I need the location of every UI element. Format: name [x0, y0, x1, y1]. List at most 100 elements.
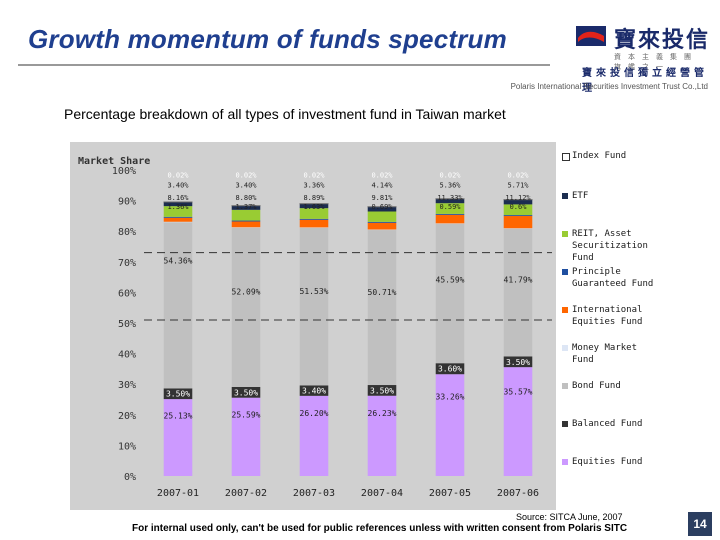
- company-name: Polaris International Securities Investm…: [510, 82, 708, 91]
- legend-label: Bond Fund: [572, 381, 621, 391]
- data-label: 3.36%: [303, 182, 325, 190]
- x-tick-label: 2007-05: [429, 488, 471, 499]
- y-tick-label: 90%: [118, 197, 136, 208]
- y-tick-label: 30%: [118, 380, 136, 391]
- stacked-bar-chart: Market Share 0% 10% 20% 30% 40% 50% 60% 70% 80% 90…: [78, 156, 552, 499]
- data-label: 0.02%: [439, 172, 461, 180]
- chart-subtitle: Percentage breakdown of all types of inv…: [64, 106, 506, 122]
- bar-segment: [299, 227, 329, 386]
- y-tick-label: 70%: [118, 258, 136, 269]
- legend-swatch: [562, 307, 568, 313]
- x-tick-label: 2007-04: [361, 488, 403, 499]
- bar-segment: [435, 223, 465, 224]
- legend-label: REIT, Asset Securitization Fund: [572, 229, 648, 263]
- bar-segment: [231, 386, 261, 398]
- data-label: 3.50%: [166, 390, 190, 399]
- x-tick-label: 2007-02: [225, 488, 267, 499]
- y-tick-label: 80%: [118, 227, 136, 238]
- bar-segment: [503, 228, 533, 357]
- legend-swatch: [562, 383, 568, 389]
- confidentiality-notice: For internal used only, can't be used fo…: [132, 523, 628, 534]
- data-label: 5.36%: [439, 182, 461, 190]
- legend-label: Equities Fund: [572, 457, 643, 467]
- x-tick-label: 2007-03: [293, 488, 335, 499]
- bar-segment: [299, 219, 329, 228]
- data-label: 50.71%: [368, 288, 397, 297]
- bar-segment: [231, 227, 261, 228]
- bar-segment: [231, 227, 261, 387]
- legend-swatch: [562, 459, 568, 465]
- y-axis-label: Market Share: [78, 156, 150, 167]
- bar-segment: [299, 395, 329, 476]
- logo-tagline: 資本主義集團旗艦之一: [614, 53, 698, 71]
- bar-segment: [163, 217, 193, 222]
- legend-swatch: [562, 231, 568, 237]
- y-tick-label: 20%: [118, 411, 136, 422]
- bar-segment: [163, 221, 193, 223]
- bar-segment: [503, 367, 533, 476]
- data-label: 0.6%: [510, 203, 528, 211]
- bar-segment: [231, 220, 261, 222]
- legend-label: Principle Guaranteed Fund: [572, 267, 654, 289]
- bar-segment: [503, 216, 533, 229]
- bar-segment: [503, 228, 533, 229]
- bar-segment: [367, 395, 397, 476]
- bar-segment: [299, 203, 329, 205]
- logo-mark-icon: [576, 26, 606, 46]
- page-title: Growth momentum of funds spectrum: [28, 24, 507, 54]
- y-tick-label: 10%: [118, 441, 136, 452]
- page-number: 14: [688, 512, 712, 536]
- legend-swatch: [562, 345, 568, 351]
- bar-segment: [435, 198, 465, 200]
- data-label: 0.02%: [371, 172, 393, 180]
- data-label: 26.23%: [368, 409, 397, 418]
- bar-segment: [163, 201, 193, 207]
- bar-segment: [299, 218, 329, 220]
- data-label: 26.20%: [300, 409, 329, 418]
- data-label: 11.33%: [437, 194, 463, 202]
- data-label: 8.16%: [167, 194, 189, 202]
- data-label: 3.50%: [506, 358, 530, 367]
- x-tick-label: 2007-06: [497, 488, 539, 499]
- bar-segment: [503, 215, 533, 217]
- data-label: 3.50%: [234, 388, 258, 397]
- bar-segment: [367, 222, 397, 230]
- data-label: 1.36%: [167, 203, 189, 211]
- data-label: 3.40%: [302, 387, 326, 396]
- bar-segment: [435, 223, 465, 364]
- bar-segment: [231, 397, 261, 476]
- bar-segment: [367, 229, 397, 386]
- company-logo: 寶來投信 資本主義集團旗艦之一 寶來投信獨立經營管理: [576, 22, 710, 94]
- bar-segment: [435, 214, 465, 224]
- data-label: 8.80%: [235, 194, 257, 202]
- bar-segment: [299, 203, 329, 209]
- bar-segment: [163, 201, 193, 203]
- data-label: 3.40%: [235, 182, 257, 190]
- data-label: 33.26%: [436, 393, 465, 402]
- data-label: 25.59%: [232, 410, 261, 419]
- bar-segment: [163, 388, 193, 400]
- bar-segment: [299, 208, 329, 219]
- legend-label: ETF: [572, 191, 589, 201]
- data-label: 0.02%: [167, 172, 189, 180]
- bar-segment: [367, 221, 397, 223]
- legend-label: Index Fund: [572, 151, 627, 161]
- data-label: 51.53%: [300, 287, 329, 296]
- data-label: 3.40%: [167, 182, 189, 190]
- bar-segment: [367, 211, 397, 222]
- y-tick-label: 100%: [112, 166, 136, 177]
- bar-segment: [503, 199, 533, 205]
- bar-segment: [503, 356, 533, 368]
- bar-segment: [435, 213, 465, 215]
- data-label: 0.69%: [371, 203, 393, 211]
- legend-swatch: [562, 269, 568, 275]
- data-label: 9.81%: [371, 194, 393, 202]
- bar-segment: [367, 229, 397, 231]
- data-label: 45.59%: [436, 275, 465, 284]
- bar-segment: [299, 385, 329, 396]
- y-tick-label: 40%: [118, 350, 136, 361]
- x-tick-label: 2007-01: [157, 488, 199, 499]
- data-label: 3.60%: [438, 365, 462, 374]
- bar-segment: [299, 227, 329, 228]
- data-label: 35.57%: [504, 387, 533, 396]
